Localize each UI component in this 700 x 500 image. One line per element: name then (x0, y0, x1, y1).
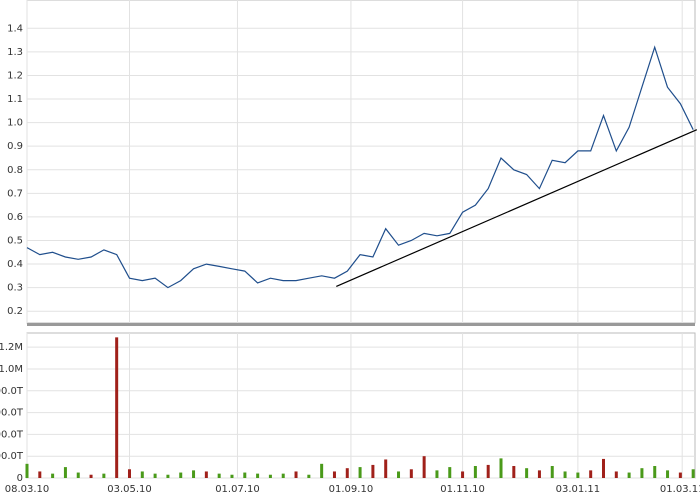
volume-bar (204, 471, 208, 478)
x-tick-label: 01.09.10 (329, 484, 374, 495)
volume-bar (384, 459, 388, 478)
panel-separator (27, 323, 695, 326)
x-tick-label: 03.05.10 (107, 484, 152, 495)
volume-bar (691, 469, 695, 478)
volume-bar (179, 472, 183, 478)
volume-bar (435, 470, 439, 478)
volume-bar (537, 470, 541, 478)
y-tick-label: 0.4 (7, 259, 23, 270)
volume-bar (563, 471, 567, 478)
y-tick-label: 1.2M (0, 342, 23, 353)
y-tick-label: 200.0T (0, 451, 24, 462)
y-tick-label: 1.1 (7, 94, 23, 105)
y-tick-label: 600.0T (0, 408, 24, 419)
volume-bar (614, 471, 618, 478)
y-tick-label: 1.2 (7, 70, 23, 81)
x-tick-label: 01.03.11 (660, 484, 700, 495)
volume-bar (76, 472, 80, 478)
volume-bar (230, 474, 234, 478)
volume-bar (307, 474, 311, 478)
volume-bar (358, 467, 362, 478)
volume-bar (512, 466, 516, 478)
volume-bar (397, 471, 401, 478)
x-tick-label: 08.03.10 (5, 484, 50, 495)
y-tick-label: 800.0T (0, 386, 24, 397)
y-tick-label: 0.6 (7, 212, 23, 223)
volume-bar (25, 463, 29, 478)
trend-line (336, 129, 698, 288)
volume-bar (268, 474, 272, 478)
volume-bar (422, 456, 426, 478)
volume-bar (115, 337, 119, 478)
volume-bar (102, 473, 106, 478)
volume-bar (486, 464, 490, 478)
volume-bar (627, 472, 631, 478)
volume-bar (153, 473, 157, 478)
y-tick-label: 0.8 (7, 165, 23, 176)
y-tick-label: 400.0T (0, 429, 24, 440)
volume-bar (550, 466, 554, 478)
volume-bar (320, 463, 324, 478)
volume-bar (217, 473, 221, 478)
y-tick-label: 1.3 (7, 47, 23, 58)
price-panel (26, 0, 696, 324)
volume-bar (371, 464, 375, 478)
x-tick-label: 01.11.10 (440, 484, 485, 495)
y-tick-label: 0 (17, 473, 23, 484)
volume-bar (192, 470, 196, 478)
y-tick-label: 1.0M (0, 364, 23, 375)
y-tick-label: 0.7 (7, 188, 23, 199)
x-tick-label: 01.07.10 (215, 484, 260, 495)
volume-bar (601, 458, 605, 478)
volume-bar (140, 471, 144, 478)
volume-bar (461, 471, 465, 478)
x-tick-label: 03.01.11 (556, 484, 601, 495)
volume-bar (653, 466, 657, 478)
price-line (26, 45, 694, 289)
volume-bar (332, 471, 336, 478)
volume-bar (525, 468, 529, 478)
volume-bar (127, 469, 131, 478)
volume-bar (51, 473, 55, 478)
y-tick-label: 0.5 (7, 235, 23, 246)
volume-bar (63, 467, 67, 478)
volume-bar (243, 472, 247, 478)
volume-bar (38, 471, 42, 478)
y-tick-label: 0.9 (7, 141, 23, 152)
volume-bar (256, 473, 260, 478)
volume-bar (294, 471, 298, 478)
y-tick-label: 0.2 (7, 306, 23, 317)
volume-bar (678, 472, 682, 478)
volume-bar (409, 469, 413, 478)
volume-bar (448, 467, 452, 478)
volume-bar (473, 466, 477, 478)
volume-bar (576, 472, 580, 478)
volume-bar (166, 474, 170, 478)
y-tick-label: 1.4 (7, 23, 23, 34)
y-tick-label: 0.3 (7, 283, 23, 294)
volume-bar (666, 470, 670, 478)
volume-bar (640, 468, 644, 478)
volume-bar (281, 473, 285, 478)
volume-bar (499, 458, 503, 478)
volume-bar (345, 468, 349, 478)
volume-bar (89, 474, 93, 478)
volume-bar (589, 470, 593, 478)
y-tick-label: 1.0 (7, 118, 23, 129)
